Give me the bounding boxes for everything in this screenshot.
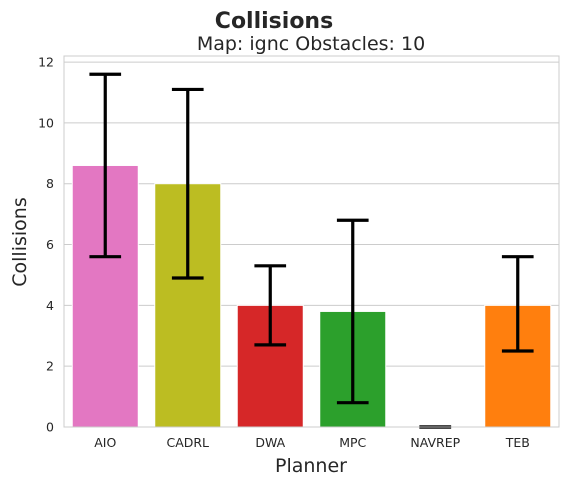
y-tick-label: 0 [46,420,54,435]
x-tick-label: NAVREP [410,435,460,450]
bars [71,164,552,428]
y-gridlines [64,61,559,428]
x-tick-labels: AIO CADRL DWA MPC NAVREP TEB [94,435,530,450]
plot-frame [63,55,560,428]
x-tick-label: CADRL [166,435,209,450]
chart-title: Collisions [215,9,333,34]
y-tick-label: 4 [46,298,54,313]
y-tick-labels: 0 2 4 6 8 10 12 [38,55,54,435]
x-tick-label: DWA [255,435,285,450]
y-tick-label: 6 [46,237,54,252]
y-tick-label: 10 [38,115,54,130]
y-tick-label: 12 [38,55,54,70]
x-tick-label: MPC [339,435,366,450]
x-tick-label: TEB [505,435,530,450]
x-axis-label: Planner [275,455,347,477]
x-tick-label: AIO [94,435,116,450]
chart-subtitle: Map: ignc Obstacles: 10 [197,33,425,55]
y-tick-label: 2 [46,359,54,374]
y-tick-label: 8 [46,176,54,191]
y-axis-label: Collisions [9,197,31,286]
